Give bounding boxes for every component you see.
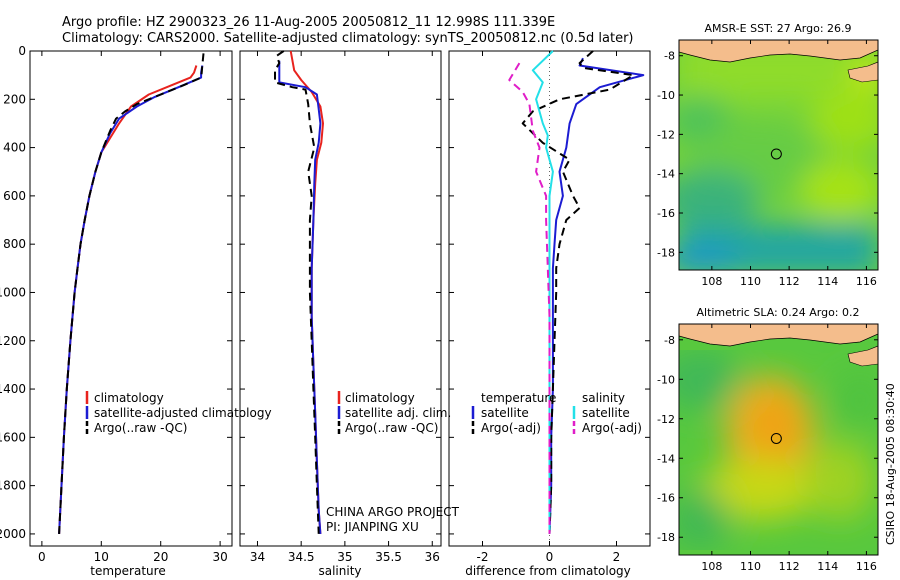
temperature-legend: climatology satellite-adjusted climatolo… — [85, 391, 272, 435]
map-lat-label: -10 — [657, 89, 675, 102]
x-tick-label: 35 — [337, 550, 352, 564]
difference-plot: -2 0 2 — [449, 50, 650, 564]
series-line-salinity-argo-adj — [508, 62, 551, 534]
series-line-salinity-satellite — [531, 50, 554, 534]
map-lat-label: -12 — [657, 128, 675, 141]
temperature-axes — [29, 50, 233, 547]
x-tick-label: 36 — [425, 550, 440, 564]
map-lat-label: -18 — [657, 531, 675, 544]
salinity-legend: climatology satellite adj. clim. Argo(..… — [337, 391, 451, 435]
sla-map-frame — [678, 323, 879, 556]
x-tick-label: 20 — [153, 550, 168, 564]
legend-label-temp-satellite: satellite — [481, 406, 529, 420]
x-tick-label: 34 — [250, 550, 265, 564]
land-mass — [679, 324, 878, 347]
depth-tick-label: 0 — [18, 44, 26, 58]
series-line-temperature-argo-adj — [521, 50, 635, 534]
legend-label-sal-satellite: satellite — [582, 406, 630, 420]
map-lat-label: -16 — [657, 492, 675, 505]
map-lat-label: -14 — [657, 452, 675, 465]
legend-label-satellite: satellite adj. clim. — [345, 406, 451, 420]
series-line-temperature-satellite — [548, 57, 645, 534]
map-lat-label: -14 — [657, 168, 675, 181]
sst-map-field — [679, 40, 878, 270]
salinity-axes — [239, 50, 442, 547]
depth-tick-label: 800 — [3, 237, 26, 251]
map-lon-label: 116 — [856, 560, 877, 573]
x-tick-label: -2 — [477, 550, 489, 564]
map-lat-label: -8 — [664, 50, 675, 63]
map-lat-label: -16 — [657, 207, 675, 220]
x-tick-label: 10 — [94, 550, 109, 564]
map-lat-label: -8 — [664, 334, 675, 347]
land-mass — [679, 40, 878, 63]
series-line-satellite-adjusted-climatology — [58, 65, 204, 534]
difference-legend: temperature salinity satellite Argo(-adj… — [471, 391, 642, 435]
side-timestamp-label: CSIRO 18-Aug-2005 08:30:40 — [884, 383, 897, 545]
legend-label-satellite: satellite-adjusted climatology — [94, 406, 272, 420]
series-line-argo-raw-qc — [58, 53, 205, 534]
depth-tick-labels: 0 200 400 600 800 1000 1200 1400 1600 1800 2000 — [0, 44, 26, 541]
legend-label-climatology: climatology — [345, 391, 415, 405]
header-line-1: Argo profile: HZ 2900323_26 11-Aug-2005 … — [62, 15, 555, 30]
series-line-climatology — [58, 65, 198, 534]
legend-label-temp-argo: Argo(-adj) — [481, 421, 541, 435]
map-lon-label: 110 — [740, 275, 761, 288]
difference-xlabel: difference from climatology — [465, 564, 631, 578]
sla-map-ticks: 108 110 112 114 116 -8 -10 -12 -14 -16 -18 — [657, 324, 878, 573]
x-tick-label: 34.5 — [288, 550, 315, 564]
x-tick-label: 0 — [38, 550, 46, 564]
salinity-xlabel: salinity — [318, 564, 361, 578]
depth-tick-label: 2000 — [0, 527, 26, 541]
series-line-satellite-adj-clim — [278, 60, 322, 534]
map-lon-label: 112 — [779, 275, 800, 288]
map-lon-label: 112 — [779, 560, 800, 573]
map-lon-label: 116 — [856, 275, 877, 288]
depth-tick-label: 1000 — [0, 285, 26, 299]
depth-tick-label: 600 — [3, 189, 26, 203]
island-east — [847, 61, 878, 83]
depth-tick-label: 1200 — [0, 334, 26, 348]
salinity-plot: 34 34.5 35 35.5 36 — [240, 50, 441, 564]
depth-tick-label: 200 — [3, 92, 26, 106]
argo-position-marker — [770, 148, 782, 160]
sla-map-field — [679, 324, 878, 555]
temperature-plot: 0 10 20 30 — [30, 50, 232, 564]
depth-tick-label: 1600 — [0, 430, 26, 444]
x-tick-label: 2 — [613, 550, 621, 564]
sla-map-title: Altimetric SLA: 0.24 Argo: 0.2 — [696, 306, 859, 319]
depth-tick-label: 1400 — [0, 382, 26, 396]
map-lat-label: -10 — [657, 373, 675, 386]
map-lon-label: 108 — [701, 275, 722, 288]
map-lat-label: -12 — [657, 413, 675, 426]
legend-label-sal-argo: Argo(-adj) — [582, 421, 642, 435]
legend-title-temperature: temperature — [481, 391, 556, 405]
depth-tick-label: 400 — [3, 141, 26, 155]
temperature-xlabel: temperature — [90, 564, 165, 578]
legend-label-climatology: climatology — [94, 391, 164, 405]
map-lat-label: -18 — [657, 246, 675, 259]
sst-map-frame — [678, 39, 879, 271]
legend-label-argo: Argo(..raw -QC) — [345, 421, 438, 435]
sst-map-ticks: 108 110 112 114 116 -8 -10 -12 -14 -16 -18 — [657, 40, 878, 288]
project-annotation: CHINA ARGO PROJECT — [326, 505, 460, 519]
x-tick-label: 35.5 — [375, 550, 402, 564]
map-lon-label: 114 — [817, 560, 838, 573]
pi-annotation: PI: JIANPING XU — [326, 520, 419, 534]
sst-map-title: AMSR-E SST: 27 Argo: 26.9 — [704, 22, 851, 35]
legend-label-argo: Argo(..raw -QC) — [94, 421, 187, 435]
series-line-argo-raw-qc — [274, 50, 320, 534]
x-tick-label: 0 — [546, 550, 554, 564]
map-lon-label: 108 — [701, 560, 722, 573]
island-east — [847, 345, 878, 367]
depth-tick-label: 1800 — [0, 479, 26, 493]
x-tick-label: 30 — [212, 550, 227, 564]
series-line-climatology — [289, 50, 324, 534]
argo-position-marker — [770, 432, 782, 444]
map-lon-label: 114 — [817, 275, 838, 288]
header-line-2: Climatology: CARS2000. Satellite-adjuste… — [62, 31, 634, 46]
legend-title-salinity: salinity — [582, 391, 625, 405]
map-lon-label: 110 — [740, 560, 761, 573]
